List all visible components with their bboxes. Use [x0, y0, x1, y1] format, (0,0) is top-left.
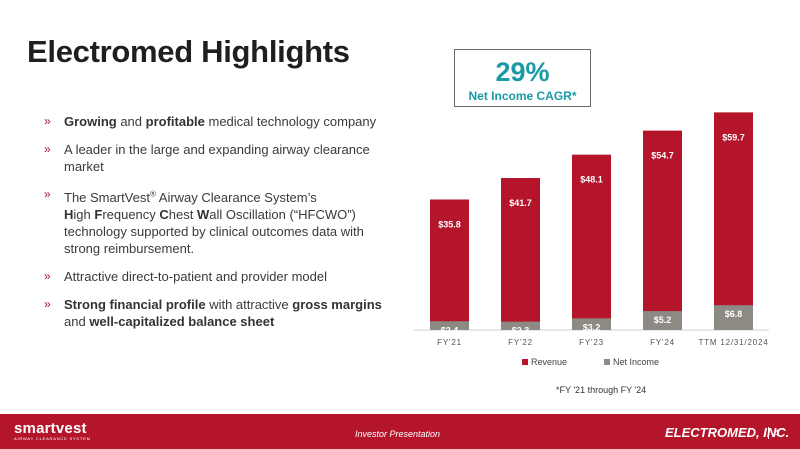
footnote: *FY '21 through FY '24	[556, 385, 647, 395]
revenue-label: $59.7	[722, 132, 745, 142]
bullet-text: A leader in the large and expanding airw…	[64, 142, 370, 174]
category-tick-label: TTM 12/31/2024	[699, 338, 769, 347]
net-income-bar	[643, 311, 682, 330]
net-income-label: $2.3	[512, 326, 530, 336]
revenue-bar	[430, 199, 469, 330]
company-logo: ELECTROMED, INC.	[665, 425, 790, 440]
bullet-item: » Strong financial profile with attractiv…	[44, 296, 389, 330]
revenue-bar	[501, 177, 540, 330]
cagr-callout: 29% Net Income CAGR*	[454, 49, 591, 107]
revenue-label: $54.7	[651, 151, 674, 161]
bullet-text: Attractive direct-to-patient and provide…	[64, 269, 328, 285]
page-title: Electromed Highlights	[27, 34, 350, 69]
category-tick-label: FY'21	[437, 338, 462, 347]
category-tick-label: FY'24	[650, 338, 675, 347]
net-income-bar	[714, 305, 753, 330]
revenue-label: $41.7	[509, 198, 532, 208]
net-income-label: $2.4	[441, 325, 459, 335]
net-income-label: $5.2	[654, 315, 672, 325]
net-income-label: $3.2	[583, 322, 601, 332]
cagr-label: Net Income CAGR*	[468, 89, 577, 103]
bullet-marker: »	[44, 142, 51, 156]
brand-name: smartvest	[14, 420, 87, 437]
legend-revenue-swatch	[522, 359, 528, 365]
bullet-text: Growing and profitable medical technolog…	[64, 114, 377, 129]
bullet-marker: »	[44, 187, 51, 201]
bullet-marker: »	[44, 269, 51, 284]
smartvest-logo: smartvest AIRWAY CLEARANCE SYSTEM	[14, 420, 91, 442]
footer-divider	[768, 427, 769, 439]
footer-bar: smartvest AIRWAY CLEARANCE SYSTEM Invest…	[0, 414, 800, 449]
legend-revenue-label: Revenue	[531, 357, 567, 367]
cagr-value: 29%	[495, 57, 550, 87]
highlights-list: » Growing and profitable medical technolo…	[44, 113, 389, 341]
revenue-label: $48.1	[580, 175, 603, 185]
category-tick-label: FY'23	[579, 338, 604, 347]
bullet-text: The SmartVest® Airway Clearance System’s…	[64, 190, 364, 257]
revenue-bar	[643, 130, 682, 330]
revenue-bar	[714, 112, 753, 330]
revenue-bar	[572, 154, 611, 330]
legend-net-income-swatch	[604, 359, 610, 365]
net-income-bar	[572, 318, 611, 330]
bullet-item: » A leader in the large and expanding air…	[44, 141, 389, 175]
net-income-bar	[430, 321, 469, 330]
bullet-text: Strong financial profile with attractive…	[64, 297, 382, 330]
revenue-chart: $35.8 $2.4 FY'21 $41.7 $2.3 FY'22 $48.1 $3.2 FY'…	[414, 112, 769, 367]
bullet-item: » Attractive direct-to-patient and provid…	[44, 268, 389, 285]
bullet-marker: »	[44, 297, 51, 312]
legend-net-income-label: Net Income	[613, 357, 659, 367]
bullet-item: » The SmartVest® Airway Clearance System’…	[44, 186, 389, 257]
presentation-label: Investor Presentation	[355, 429, 441, 439]
brand-tagline: AIRWAY CLEARANCE SYSTEM	[14, 436, 91, 441]
revenue-label: $35.8	[438, 220, 461, 230]
net-income-label: $6.8	[725, 309, 743, 319]
net-income-bar	[501, 321, 540, 330]
bullet-marker: »	[44, 114, 51, 128]
page-number: 4	[774, 428, 780, 438]
category-tick-label: FY'22	[508, 338, 533, 347]
bullet-item: » Growing and profitable medical technolo…	[44, 113, 389, 130]
